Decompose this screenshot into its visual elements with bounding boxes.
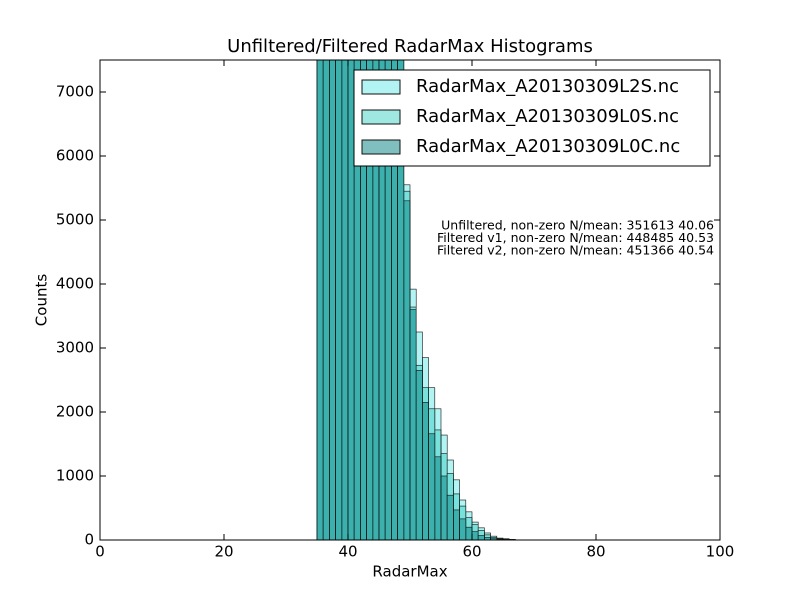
x-tick-label: 100 bbox=[706, 543, 735, 561]
bar bbox=[409, 309, 417, 540]
bar bbox=[459, 518, 467, 540]
legend-label: RadarMax_A20130309L0S.nc bbox=[416, 106, 679, 127]
annotation: Filtered v1, non-zero N/mean: 448485 40.… bbox=[437, 230, 714, 245]
bar bbox=[329, 60, 336, 540]
bar bbox=[453, 509, 460, 540]
bar bbox=[335, 60, 343, 540]
x-tick-label: 40 bbox=[338, 543, 357, 561]
plot-frame bbox=[99, 59, 721, 541]
y-tick-label: 4000 bbox=[56, 275, 94, 293]
bar bbox=[366, 60, 374, 540]
bar bbox=[428, 433, 436, 540]
legend-swatch bbox=[361, 109, 401, 125]
bar bbox=[415, 370, 423, 540]
y-tick-label: 6000 bbox=[56, 147, 94, 165]
bar bbox=[372, 60, 380, 540]
y-tick-label: 1000 bbox=[56, 467, 94, 485]
legend-label: RadarMax_A20130309L2S.nc bbox=[416, 76, 679, 97]
bar bbox=[471, 531, 479, 540]
y-axis-label: Counts bbox=[33, 274, 51, 327]
legend-box bbox=[353, 69, 711, 167]
legend-swatch bbox=[361, 139, 401, 155]
y-tick-label: 7000 bbox=[56, 83, 94, 101]
y-tick-label: 5000 bbox=[56, 211, 94, 229]
bar bbox=[316, 60, 324, 540]
bar bbox=[341, 60, 349, 540]
bar bbox=[477, 535, 485, 540]
bar bbox=[446, 494, 454, 540]
annotation: Filtered v2, non-zero N/mean: 451366 40.… bbox=[437, 243, 714, 258]
bar bbox=[434, 456, 442, 540]
bar bbox=[422, 402, 429, 540]
x-tick-label: 60 bbox=[462, 543, 481, 561]
annotation: Unfiltered, non-zero N/mean: 351613 40.0… bbox=[441, 218, 714, 233]
y-tick-label: 0 bbox=[84, 531, 94, 549]
chart-title: Unfiltered/Filtered RadarMax Histograms bbox=[227, 36, 593, 57]
legend-swatch bbox=[361, 79, 401, 95]
bar bbox=[322, 60, 330, 540]
x-axis-label: RadarMax bbox=[372, 563, 447, 581]
x-tick-label: 80 bbox=[586, 543, 605, 561]
bar bbox=[347, 60, 355, 540]
bar bbox=[440, 475, 448, 540]
legend-label: RadarMax_A20130309L0C.nc bbox=[416, 136, 680, 157]
x-tick-label: 20 bbox=[214, 543, 233, 561]
x-tick-label: 0 bbox=[95, 543, 105, 561]
y-tick-label: 2000 bbox=[56, 403, 94, 421]
bar bbox=[465, 526, 473, 540]
y-tick-label: 3000 bbox=[56, 339, 94, 357]
bar bbox=[360, 60, 367, 540]
bars bbox=[316, 60, 516, 540]
bar bbox=[403, 200, 411, 540]
bar bbox=[353, 60, 361, 540]
